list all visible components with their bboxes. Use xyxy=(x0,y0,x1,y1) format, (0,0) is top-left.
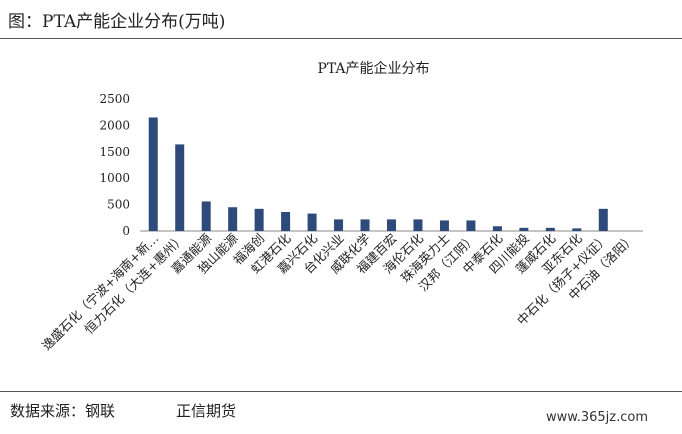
bar xyxy=(148,117,158,231)
page-title: 图：PTA产能企业分布(万吨) xyxy=(8,12,226,32)
top-divider xyxy=(0,38,682,39)
bar xyxy=(439,220,449,231)
y-tick-label: 2000 xyxy=(99,118,130,132)
bar xyxy=(175,144,185,231)
y-tick-label: 500 xyxy=(107,198,130,212)
y-tick-label: 0 xyxy=(122,224,130,238)
header: 图：PTA产能企业分布(万吨) xyxy=(0,0,682,38)
watermark: www.365jz.com xyxy=(546,410,648,425)
x-tick-label: 逸盛石化（宁波+海南+新… xyxy=(39,231,162,354)
chart: PTA产能企业分布 0 500 1000 1500 2000 2500 逸盛石化（宁波+海南+… xyxy=(0,39,682,391)
bar xyxy=(598,208,608,231)
bar xyxy=(466,220,476,231)
bar xyxy=(492,226,502,231)
bar xyxy=(281,211,291,231)
bar xyxy=(334,219,344,231)
bar xyxy=(254,208,264,231)
bar xyxy=(572,228,582,231)
bar xyxy=(307,213,317,231)
bar xyxy=(360,219,370,231)
data-source: 数据来源：钢联 xyxy=(10,402,116,420)
y-tick-label: 1500 xyxy=(99,145,130,159)
bar xyxy=(413,219,423,231)
bar xyxy=(519,227,529,231)
y-tick-label: 1000 xyxy=(99,171,130,185)
bar xyxy=(387,219,396,231)
chart-title: PTA产能企业分布 xyxy=(317,60,429,77)
company-name: 正信期货 xyxy=(176,402,237,420)
y-tick-label: 2500 xyxy=(99,92,130,106)
bottom-divider xyxy=(0,391,682,392)
bar xyxy=(545,227,555,231)
chart-canvas: PTA产能企业分布 0 500 1000 1500 2000 2500 逸盛石化（宁波+海南+… xyxy=(39,60,643,354)
bar xyxy=(201,201,211,231)
bar xyxy=(228,207,238,231)
